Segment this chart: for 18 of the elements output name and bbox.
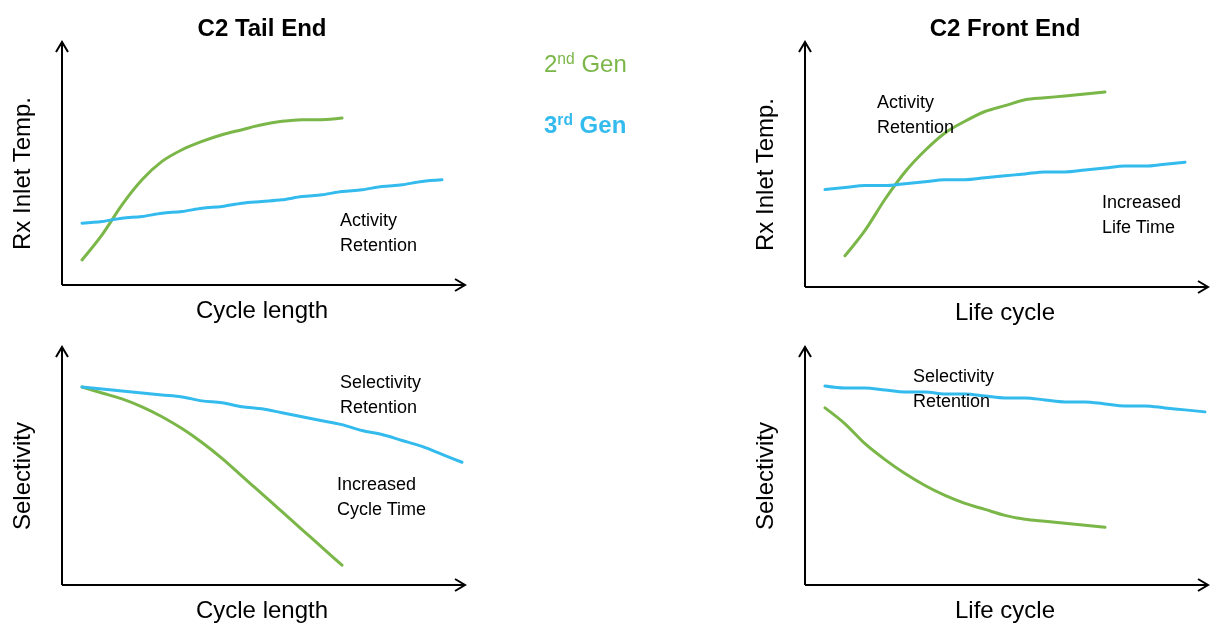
x-axis-title: Life cycle <box>954 596 1056 623</box>
y-axis-title: Selectivity <box>751 421 778 531</box>
annotation: Selectivity Retention <box>340 372 422 417</box>
chart-title: C2 Tail End <box>197 14 327 41</box>
y-axis-title: Rx Inlet Temp. <box>751 98 778 251</box>
annotation: Increased Cycle Time <box>337 474 427 519</box>
x-axis-title: Cycle length <box>195 596 329 623</box>
annotation: Activity Retention <box>877 92 955 137</box>
annotation: Activity Retention <box>340 210 418 255</box>
y-axis-title: Selectivity <box>8 421 35 531</box>
x-axis-title: Life cycle <box>954 298 1056 325</box>
annotation: Increased Life Time <box>1102 192 1182 237</box>
x-axis-title: Cycle length <box>195 296 329 323</box>
text: 3$^{rd}$ Gen <box>544 110 627 138</box>
chart-title: C2 Front End <box>929 14 1081 41</box>
text: 2$^{nd}$ Gen <box>544 49 627 77</box>
y-axis-title: Rx Inlet Temp. <box>8 97 35 250</box>
annotation: Selectivity Retention <box>913 366 995 411</box>
